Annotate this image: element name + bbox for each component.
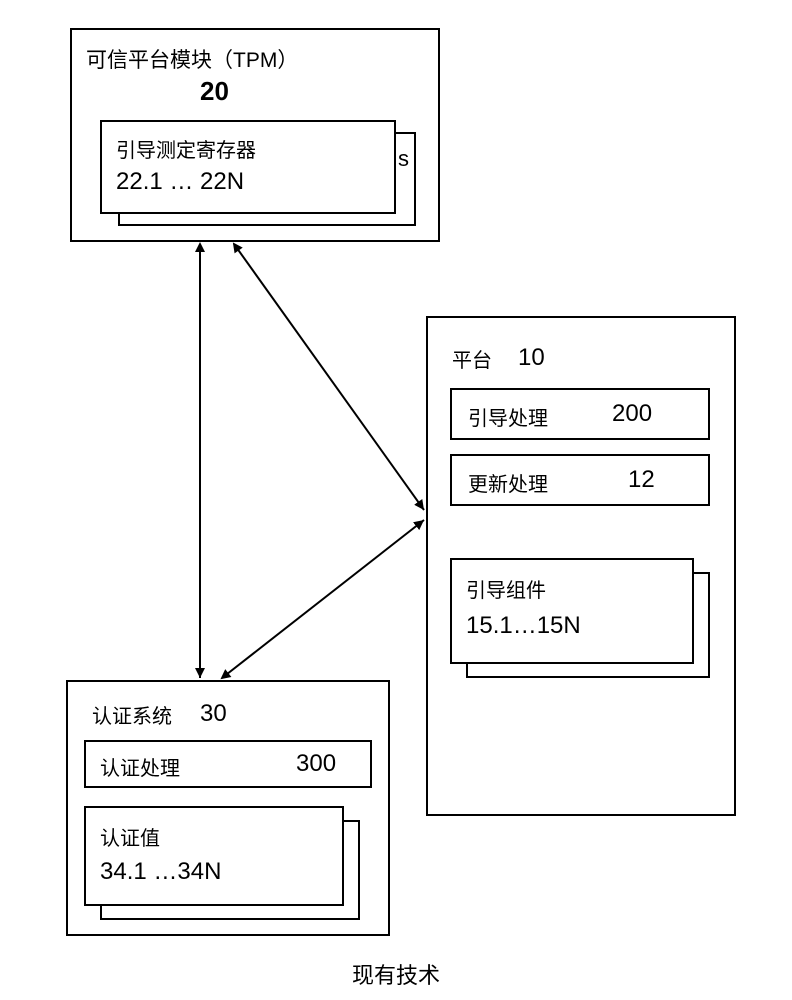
auth-process-label: 认证处理 [100,752,180,781]
update-process-number: 12 [628,466,655,494]
tpm-number: 20 [200,76,229,107]
auth-title: 认证系统 [92,700,172,729]
auth-value-label: 认证值 [100,822,160,851]
boot-component-label: 引导组件 [466,574,546,603]
platform-number: 10 [518,344,545,372]
boot-component-values: 15.1…15N [466,612,581,640]
tpm-s-label: s [398,146,409,172]
auth-value-box [84,806,344,906]
auth-number: 30 [200,700,227,728]
tpm-reg-values: 22.1 … 22N [116,168,244,196]
boot-process-label: 引导处理 [468,402,548,431]
update-process-label: 更新处理 [468,468,548,497]
tpm-reg-label: 引导测定寄存器 [116,134,256,163]
caption: 现有技术 [0,958,792,990]
boot-process-number: 200 [612,400,652,428]
tpm-title: 可信平台模块（TPM） [86,44,298,74]
auth-value-values: 34.1 …34N [100,858,221,886]
auth-process-number: 300 [296,750,336,778]
platform-title: 平台 [452,344,492,373]
